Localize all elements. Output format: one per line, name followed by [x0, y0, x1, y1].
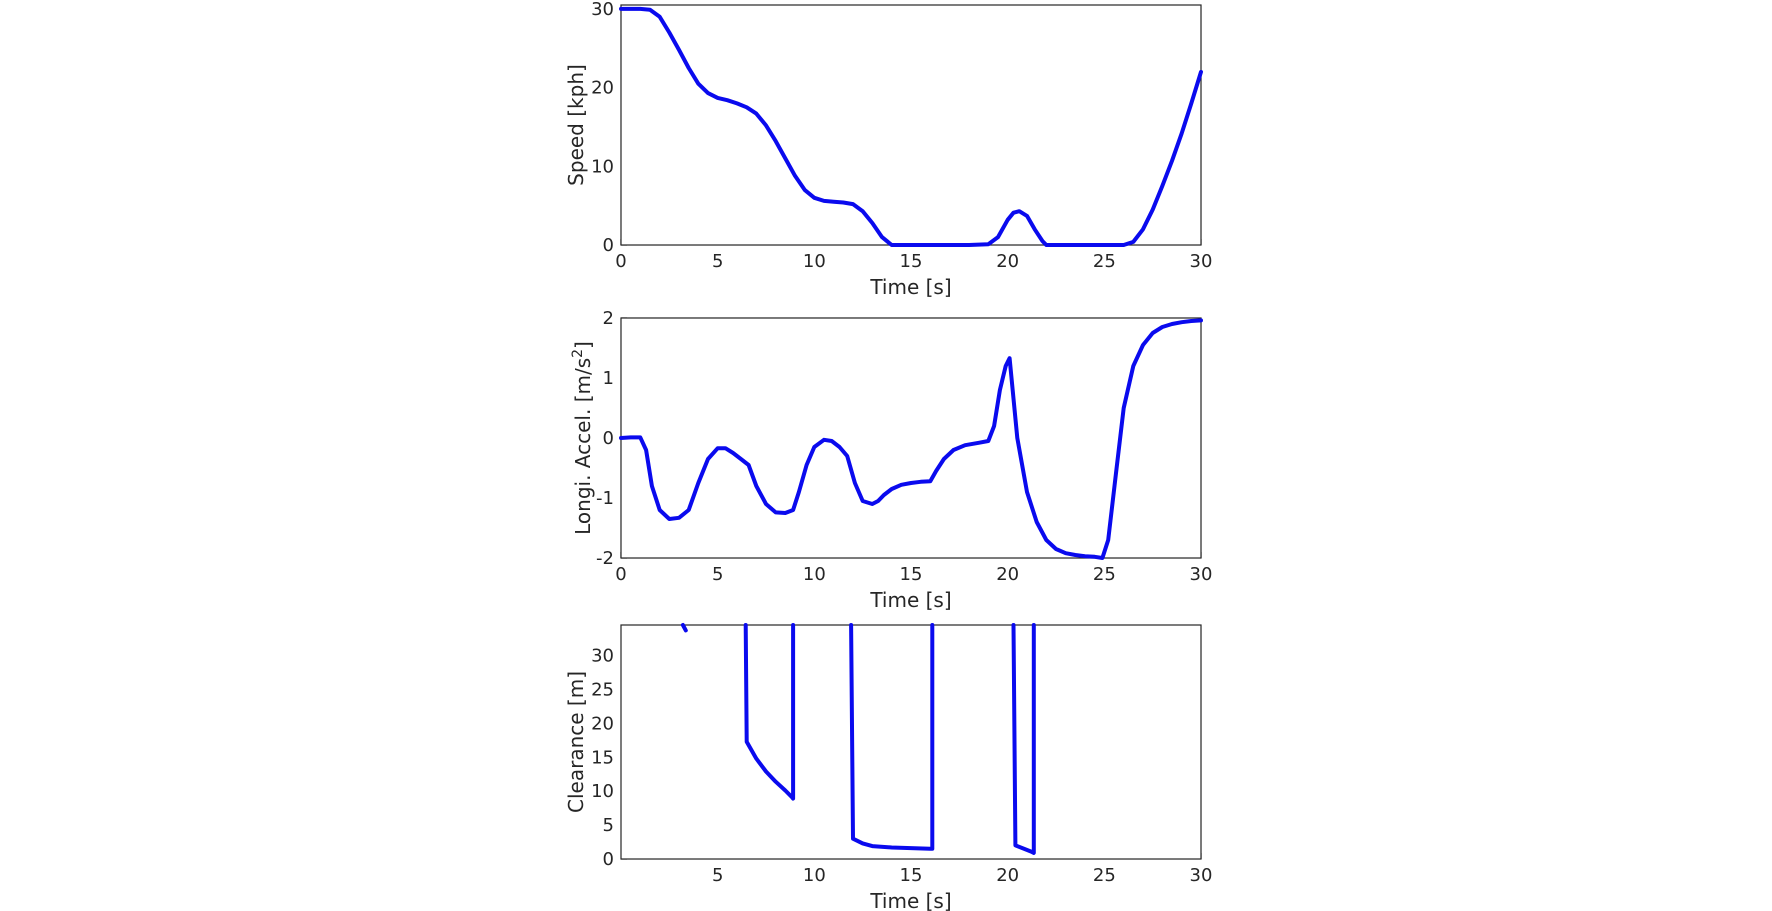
clearance-series-segment: [849, 623, 935, 851]
clearance-y-axis-label: Clearance [m]: [564, 671, 588, 813]
clearance-x-tick-label: 25: [1093, 865, 1116, 886]
speed-x-tick-label: 20: [996, 251, 1019, 272]
accel-y-label-suffix: ]: [571, 341, 595, 349]
speed-series-line: [619, 6, 1203, 247]
clearance-y-tick-label: 20: [591, 713, 614, 734]
clearance-x-tick-label: 5: [712, 865, 723, 886]
speed-x-tick-label: 30: [1190, 251, 1213, 272]
accel-x-tick-label: 10: [803, 564, 826, 585]
accel-y-label-superscript: 2: [570, 349, 586, 358]
clearance-series-segment: [743, 623, 796, 801]
speed-x-tick-label: 5: [712, 251, 723, 272]
accel-y-label-main: Longi. Accel. [m/s: [571, 358, 595, 535]
speed-x-tick-label: 25: [1093, 251, 1116, 272]
clearance-x-tick-label: 20: [996, 865, 1019, 886]
clearance-x-axis-label: Time [s]: [869, 889, 951, 911]
clearance-chart: 5 10 15 20 25 30 0 5 10 15 20 25 30 Time [s] Clearan…: [564, 623, 1212, 911]
accel-x-tick-label: 30: [1190, 564, 1213, 585]
speed-x-tick-label: 15: [900, 251, 923, 272]
accel-plot-frame: [620, 317, 1202, 559]
speed-y-axis-label: Speed [kph]: [564, 64, 588, 186]
speed-x-tick-label: 0: [615, 251, 626, 272]
clearance-x-tick-label: 30: [1190, 865, 1213, 886]
accel-chart: 0 5 10 15 20 25 30 -2 -1 0 1 2 Time [s] Longi. Acce…: [570, 308, 1212, 612]
clearance-y-tick-label: 30: [591, 646, 614, 667]
accel-y-tick-label: 0: [603, 428, 614, 449]
clearance-y-tick-label: 10: [591, 781, 614, 802]
clearance-x-tick-label: 10: [803, 865, 826, 886]
speed-y-tick-label: 30: [591, 0, 614, 20]
accel-ticks: 0 5 10 15 20 25 30 -2 -1 0 1 2: [596, 308, 1212, 585]
speed-y-tick-label: 0: [603, 235, 614, 256]
clearance-y-tick-label: 15: [591, 747, 614, 768]
accel-x-axis-label: Time [s]: [869, 588, 951, 612]
accel-y-tick-label: -1: [596, 488, 614, 509]
speed-x-axis-label: Time [s]: [869, 275, 951, 299]
speed-y-tick-label: 10: [591, 156, 614, 177]
accel-y-tick-label: 1: [603, 368, 614, 389]
speed-plot-frame: [620, 4, 1202, 246]
speed-y-tick-label: 20: [591, 78, 614, 99]
clearance-plot-frame: [620, 624, 1202, 860]
accel-y-axis-label: Longi. Accel. [m/s2]: [570, 341, 595, 535]
clearance-y-tick-label: 5: [603, 815, 614, 836]
accel-y-tick-label: -2: [596, 548, 614, 569]
accel-x-tick-label: 5: [712, 564, 723, 585]
clearance-series-segment: [680, 623, 688, 633]
clearance-ticks: 5 10 15 20 25 30 0 5 10 15 20 25 30: [591, 646, 1212, 886]
clearance-y-tick-label: 25: [591, 679, 614, 700]
accel-x-tick-label: 25: [1093, 564, 1116, 585]
accel-x-tick-label: 0: [615, 564, 626, 585]
speed-x-tick-label: 10: [803, 251, 826, 272]
clearance-y-tick-label: 0: [603, 849, 614, 870]
speed-chart: 0 5 10 15 20 25 30 0 10 20 30 Time [s] Speed [kph]: [564, 0, 1212, 299]
accel-series-line: [619, 318, 1203, 560]
clearance-x-tick-label: 15: [900, 865, 923, 886]
accel-x-tick-label: 20: [996, 564, 1019, 585]
clearance-series-segment: [1011, 623, 1036, 855]
accel-x-tick-label: 15: [900, 564, 923, 585]
accel-y-tick-label: 2: [603, 308, 614, 329]
